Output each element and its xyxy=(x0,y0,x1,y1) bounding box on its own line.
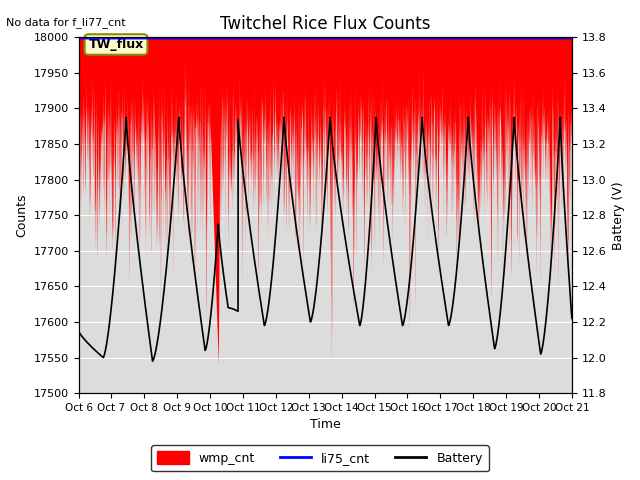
Text: TW_flux: TW_flux xyxy=(88,38,143,51)
Title: Twitchel Rice Flux Counts: Twitchel Rice Flux Counts xyxy=(220,15,431,33)
Legend: wmp_cnt, li75_cnt, Battery: wmp_cnt, li75_cnt, Battery xyxy=(151,445,489,471)
Y-axis label: Battery (V): Battery (V) xyxy=(612,181,625,250)
Text: No data for f_li77_cnt: No data for f_li77_cnt xyxy=(6,17,126,28)
Y-axis label: Counts: Counts xyxy=(15,193,28,237)
X-axis label: Time: Time xyxy=(310,419,340,432)
